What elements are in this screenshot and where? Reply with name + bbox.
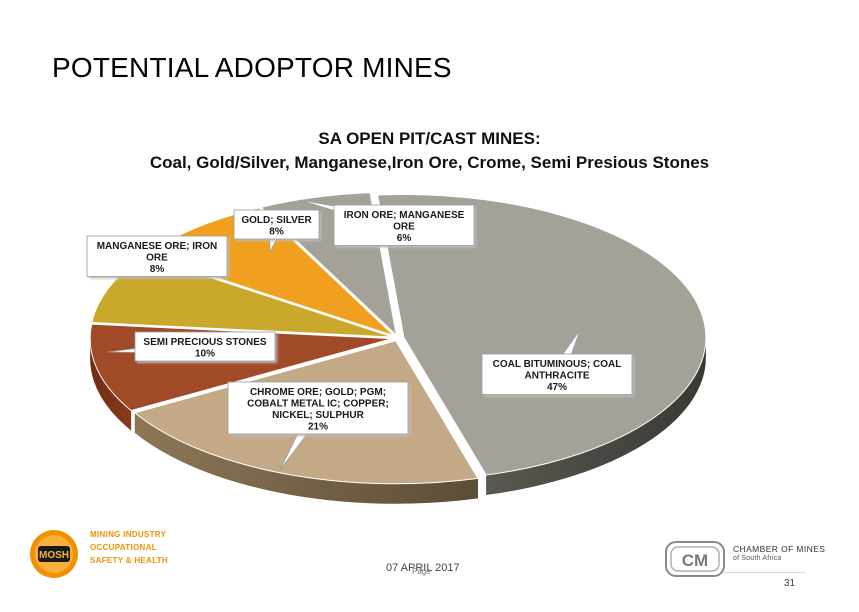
mosh-line1: MINING INDUSTRY [90,530,167,539]
callout-label-line: ANTHRACITE [525,371,590,382]
callout-pointer-cover [550,371,564,378]
mosh-badge-text: MOSH [39,550,69,561]
callout-percent: 10% [195,349,215,360]
callout-label-line: CHROME ORE; GOLD; PGM; [250,387,386,398]
callout-percent: 8% [150,264,165,275]
pie-side-semi_precious [90,338,132,431]
pie-side-coal [486,337,706,496]
mosh-line2: OCCUPATIONAL [90,543,157,552]
footer-divider [724,572,806,573]
callout-label-line: ORE [393,222,415,233]
callout-label-line: COAL BITUMINOUS; COAL [493,359,622,370]
chamber-line2: of South Africa [733,555,782,562]
footer-page-label: Page [412,567,431,576]
callout-label-line: IRON ORE; MANGANESE [344,210,465,221]
callout-pointer-cover [402,218,406,233]
mosh-logo: MOSH [30,530,78,578]
callout-label-line: COBALT METAL IC; COPPER; [247,399,389,410]
pie-slice-coal [376,193,707,476]
callout-pointer-cover [156,249,159,264]
mosh-text: MINING INDUSTRY OCCUPATIONAL SAFETY & HE… [90,528,168,567]
chamber-line1: CHAMBER OF MINES [733,544,826,554]
slide-title: POTENTIAL ADOPTOR MINES [52,52,452,83]
pie-sides [90,337,706,504]
callout-pointer-cover [312,404,324,412]
callout-label-line: SEMI PRECIOUS STONES [143,337,267,348]
callout-label-line: MANGANESE ORE; IRON [97,241,218,252]
chart-subtitle: Coal, Gold/Silver, Manganese,Iron Ore, C… [149,153,710,172]
footer-date: 07 APRIL 2017 [386,562,460,574]
callout-percent: 21% [308,422,328,433]
callout-label-line: GOLD; SILVER [241,215,312,226]
chart-title: SA OPEN PIT/CAST MINES: [318,129,541,148]
chamber-logo: CM [665,541,725,577]
chamber-badge-text: CM [682,551,708,570]
chamber-text: CHAMBER OF MINES of South Africa [733,545,825,563]
callout-pointer-cover [269,222,284,227]
callout-pointer-cover [202,339,206,354]
callout-label-line: NICKEL; SULPHUR [272,410,364,421]
callout-chrome: CHROME ORE; GOLD; PGM;COBALT METAL IC; C… [227,381,410,471]
callout-percent: 8% [269,227,284,238]
callout-label-line: ORE [146,253,168,264]
callout-box [86,235,228,277]
callout-percent: 6% [397,233,412,244]
pie-side-chrome [134,412,478,504]
mosh-line3: SAFETY & HEALTH [90,556,168,565]
page-number: 31 [784,578,796,589]
callout-percent: 47% [547,382,567,393]
